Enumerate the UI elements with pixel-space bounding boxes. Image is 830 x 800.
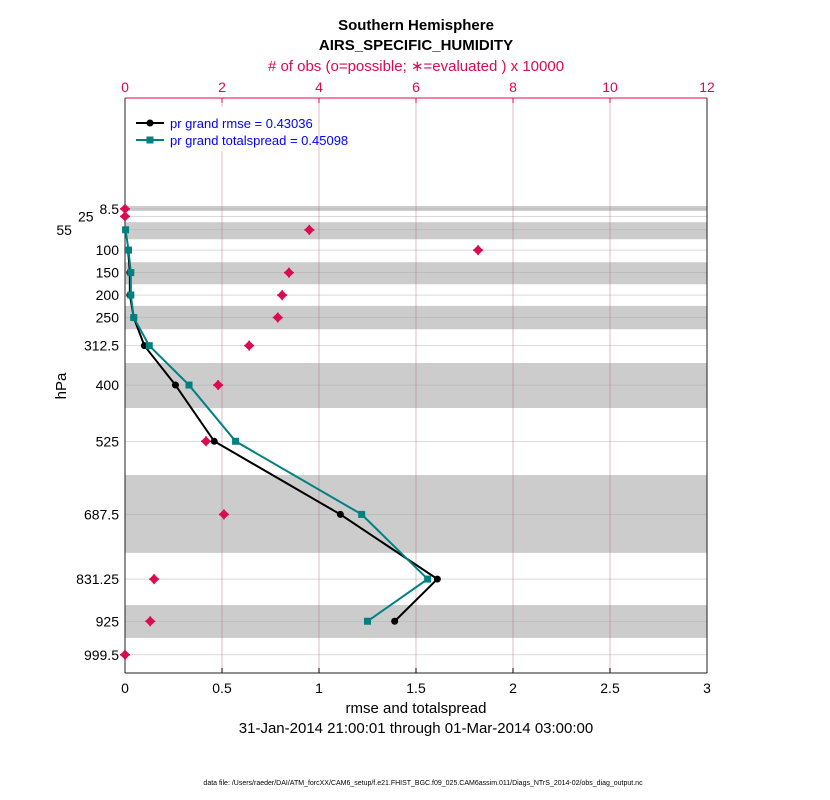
totalspread-point [185,381,193,389]
y-tick-label: 8.5 [100,201,120,217]
obs-count-marker-cross [213,380,224,391]
totalspread-point [145,342,153,350]
rmse-point [210,437,218,445]
rmse-line [127,249,439,622]
rmse-point [171,381,179,389]
y-tick-label: 925 [96,613,120,629]
obs-count-marker-cross [473,245,484,256]
x-tick-label: 1 [315,680,323,696]
x-tick-label: 3 [703,680,711,696]
x-axis-label: rmse and totalspread [346,700,487,717]
totalspread-point [130,314,138,322]
obs-count-marker-cross [145,616,156,627]
totalspread-point [127,291,135,299]
totalspread-point [127,269,135,277]
obs-count-marker-cross [120,649,130,660]
obs-count-marker-cross [149,574,160,585]
obs-count-marker-cross [304,224,315,235]
obs-count-marker-cross [283,267,294,278]
rmse-point [391,617,399,625]
totalspread-point [122,226,130,234]
top-x-tick-label: 0 [121,79,129,95]
obs-count-marker-cross [272,312,283,323]
totalspread-point [358,510,366,518]
obs-count-marker-cross [218,509,229,520]
legend: pr grand rmse = 0.43036 pr grand totalsp… [128,107,348,151]
y-tick-label: 312.5 [84,338,119,354]
top-x-tick-label: 8 [509,79,517,95]
y-tick-label: 999.5 [84,647,119,663]
totalspread-point [364,617,371,625]
y-axis-label: hPa [53,372,70,399]
date-range: 31-Jan-2014 21:00:01 through 01-Mar-2014… [239,720,593,737]
x-tick-label: 2 [509,680,517,696]
x-tick-label: 2.5 [600,680,620,696]
totalspread-point [424,575,432,583]
x-tick-label: 1.5 [406,680,426,696]
x-tick-label: 0 [121,680,129,696]
rmse-point [336,510,344,518]
y-tick-label: 55 [56,222,72,238]
obs-count-marker-cross [120,211,130,222]
y-tick-label: 25 [78,208,94,224]
obs-count-marker-cross [200,436,211,447]
top-x-tick-label: 10 [602,79,618,95]
y-tick-label: 250 [96,310,120,326]
top-x-tick-label: 2 [218,79,226,95]
y-tick-label: 400 [96,377,120,393]
chart-subtitle: AIRS_SPECIFIC_HUMIDITY [319,37,513,54]
y-tick-label: 200 [96,287,120,303]
y-tick-label: 687.5 [84,506,119,522]
obs-count-marker-cross [244,340,255,351]
obs-count-marker-cross [277,290,288,301]
top-x-tick-label: 4 [315,79,323,95]
legend-rmse: pr grand rmse = 0.43036 [170,116,313,131]
x-tick-label: 0.5 [212,680,232,696]
rmse-point [433,575,441,583]
totalspread-point [124,246,132,254]
top-x-tick-label: 12 [699,79,715,95]
y-tick-label: 150 [96,265,120,281]
y-tick-label: 100 [96,242,120,258]
top-x-tick-label: 6 [412,79,420,95]
footer-datafile: data file: /Users/raeder/DAI/ATM_forcXX/… [203,780,643,787]
y-tick-label: 525 [96,433,120,449]
top-axis-label: # of obs (o=possible; ∗=evaluated ) x 10… [268,58,564,75]
totalspread-line [124,229,430,623]
totalspread-point [232,437,240,445]
legend-totalspread: pr grand totalspread = 0.45098 [170,133,348,148]
y-tick-label: 831.25 [76,571,119,587]
chart-title: Southern Hemisphere [338,17,494,34]
